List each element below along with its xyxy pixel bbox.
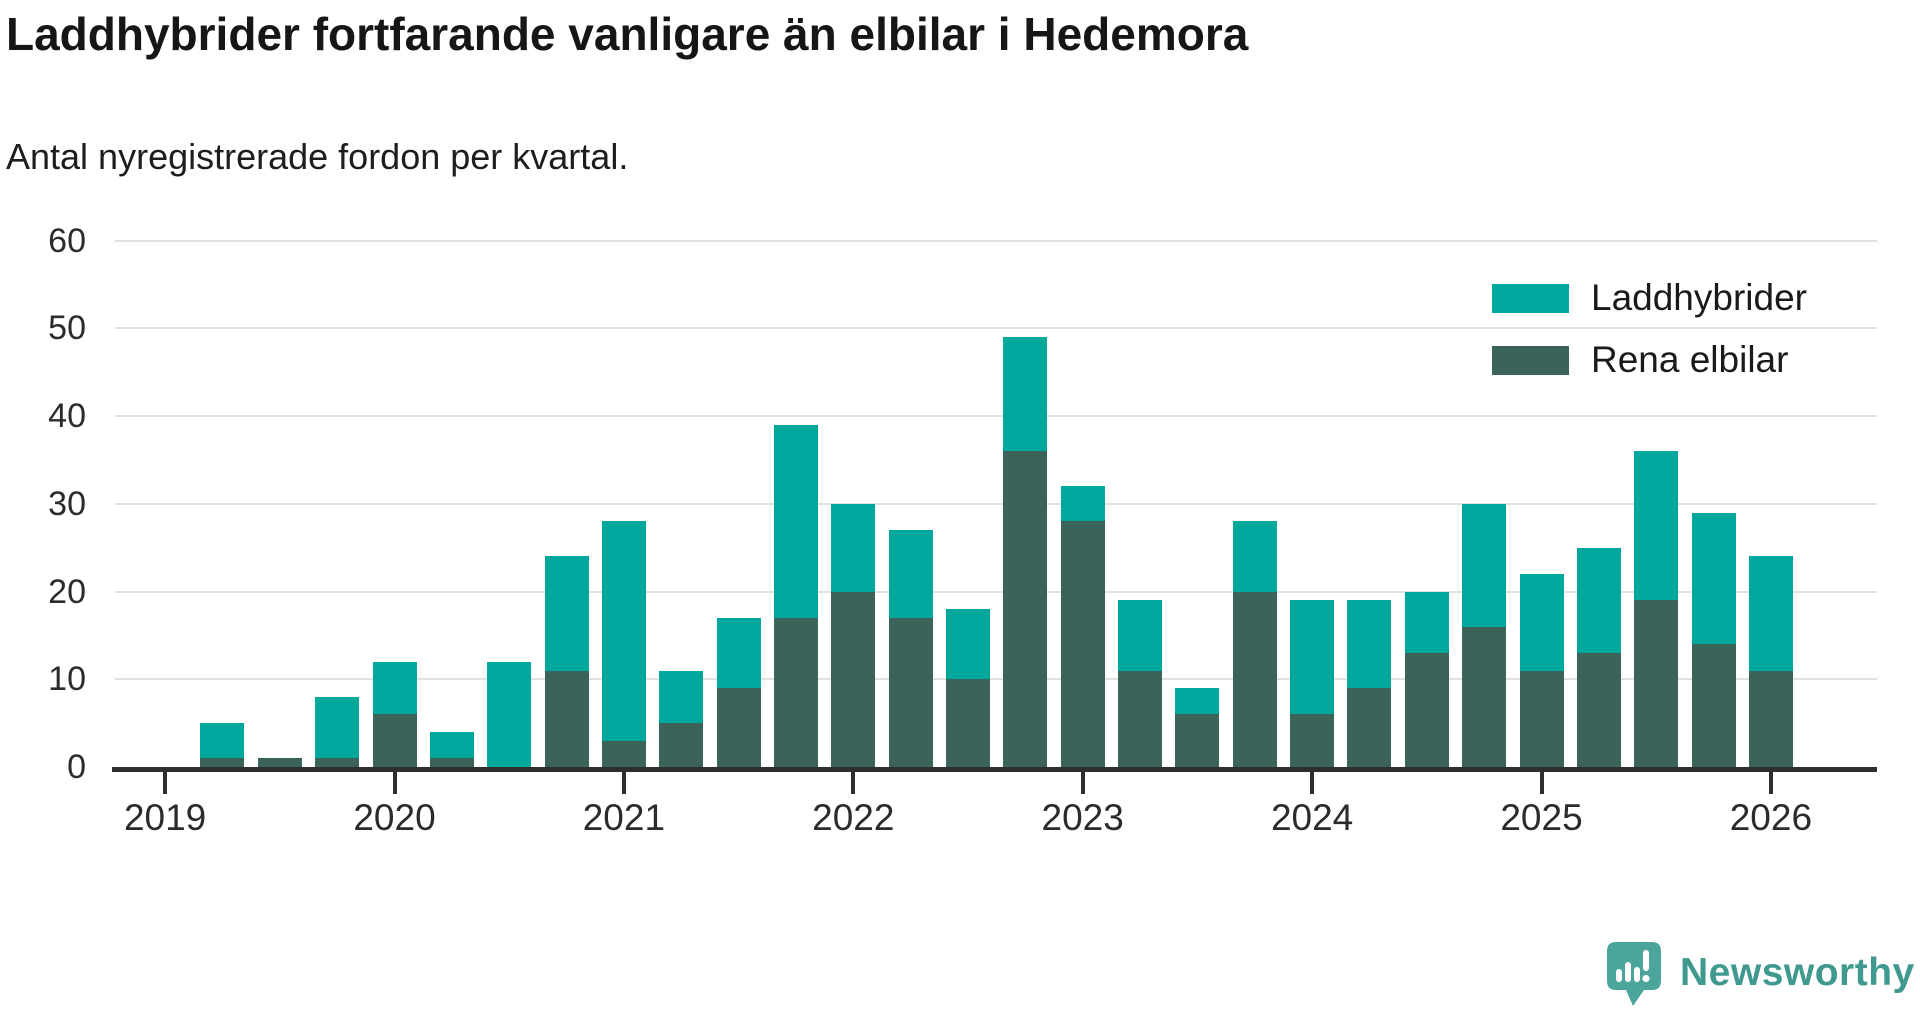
legend-label: Rena elbilar (1591, 339, 1789, 380)
bar-laddhybrider-2019-Q2 (200, 723, 245, 759)
y-axis-label-20: 20 (48, 572, 86, 611)
gridline-20 (115, 590, 1877, 593)
bar-laddhybrider-2025-Q2 (1576, 547, 1621, 653)
bar-rena-elbilar-2025-Q4 (1691, 644, 1736, 767)
x-axis-tick-2024 (1310, 772, 1315, 794)
bar-laddhybrider-2022-Q2 (888, 530, 933, 618)
bar-laddhybrider-2024-Q4 (1462, 503, 1507, 627)
bar-rena-elbilar-2024-Q4 (1462, 626, 1507, 767)
bar-laddhybrider-2023-Q4 (1232, 521, 1277, 592)
y-axis-label-30: 30 (48, 484, 86, 523)
bar-laddhybrider-2021-Q4 (773, 424, 818, 618)
bar-laddhybrider-2019-Q4 (315, 696, 360, 759)
bar-rena-elbilar-2023-Q2 (1118, 670, 1163, 767)
x-axis-tick-2020 (392, 772, 397, 794)
brand-name: Newsworthy (1680, 951, 1915, 994)
bar-laddhybrider-2024-Q2 (1347, 600, 1392, 689)
y-axis-label-0: 0 (67, 748, 86, 786)
bar-laddhybrider-2020-Q3 (487, 661, 532, 767)
bar-rena-elbilar-2021-Q2 (659, 723, 704, 767)
bar-laddhybrider-2021-Q1 (601, 521, 646, 741)
x-axis-tick-2023 (1080, 772, 1085, 794)
bar-rena-elbilar-2024-Q2 (1347, 688, 1392, 767)
bar-rena-elbilar-2023-Q4 (1232, 591, 1277, 767)
bar-laddhybrider-2020-Q1 (372, 661, 417, 715)
bar-laddhybrider-2025-Q4 (1691, 512, 1736, 645)
bar-rena-elbilar-2026-Q1 (1748, 670, 1793, 767)
bar-laddhybrider-2020-Q4 (544, 556, 589, 671)
legend-item-rena-elbilar: Rena elbilar (1492, 339, 1807, 381)
bar-rena-elbilar-2020-Q1 (372, 714, 417, 767)
newsworthy-brand: Newsworthy (1606, 941, 1915, 1009)
x-axis-tick-2026 (1768, 772, 1773, 794)
bar-rena-elbilar-2021-Q3 (716, 688, 761, 767)
bar-rena-elbilar-2021-Q4 (773, 617, 818, 767)
y-axis-label-50: 50 (48, 309, 86, 348)
legend-swatch-rena-elbilar (1492, 345, 1569, 375)
bar-rena-elbilar-2019-Q3 (257, 758, 302, 767)
gridline-10 (115, 678, 1877, 681)
bar-laddhybrider-2025-Q3 (1634, 451, 1679, 601)
bar-rena-elbilar-2024-Q1 (1290, 714, 1335, 767)
legend-item-laddhybrider: Laddhybrider (1492, 277, 1807, 319)
gridline-40 (115, 415, 1877, 418)
bar-rena-elbilar-2024-Q3 (1404, 652, 1449, 767)
x-axis-label-2025: 2025 (1500, 797, 1583, 838)
gridline-60 (115, 239, 1877, 242)
bar-laddhybrider-2026-Q1 (1748, 556, 1793, 671)
legend-label: Laddhybrider (1591, 277, 1807, 318)
x-axis-label-2024: 2024 (1270, 797, 1354, 838)
bar-laddhybrider-2022-Q1 (831, 503, 876, 592)
bar-rena-elbilar-2021-Q1 (601, 740, 646, 767)
bar-rena-elbilar-2022-Q3 (946, 679, 990, 767)
bar-rena-elbilar-2020-Q4 (544, 670, 589, 767)
bar-rena-elbilar-2019-Q4 (315, 758, 360, 767)
x-axis-label-2019: 2019 (123, 797, 207, 838)
x-axis-tick-2019 (163, 772, 168, 794)
bar-laddhybrider-2022-Q3 (946, 609, 990, 680)
bar-laddhybrider-2023-Q2 (1118, 600, 1163, 671)
newsworthy-logo-icon (1607, 942, 1661, 1006)
y-axis-label-10: 10 (48, 660, 86, 699)
bar-laddhybrider-2023-Q1 (1060, 486, 1105, 522)
gridline-50 (115, 327, 1877, 330)
bar-rena-elbilar-2023-Q1 (1060, 521, 1105, 767)
x-axis-tick-2021 (621, 772, 626, 794)
bar-laddhybrider-2020-Q2 (429, 731, 474, 759)
legend-swatch-laddhybrider (1492, 283, 1569, 313)
x-axis-label-2023: 2023 (1041, 797, 1124, 838)
bar-laddhybrider-2024-Q3 (1404, 591, 1449, 653)
bar-laddhybrider-2021-Q3 (716, 617, 761, 689)
y-axis-label-40: 40 (48, 397, 86, 436)
x-axis-label-2021: 2021 (582, 797, 666, 838)
x-axis-label-2026: 2026 (1729, 797, 1813, 838)
bar-laddhybrider-2022-Q4 (1003, 337, 1048, 452)
x-axis-tick-2025 (1539, 772, 1544, 794)
y-axis-label-60: 60 (48, 221, 86, 260)
x-axis-label-2020: 2020 (353, 797, 436, 838)
x-axis-line (112, 767, 1877, 772)
bar-laddhybrider-2021-Q2 (659, 670, 704, 724)
bar-rena-elbilar-2022-Q1 (831, 591, 876, 767)
bar-rena-elbilar-2022-Q4 (1003, 451, 1048, 767)
x-axis-tick-2022 (851, 772, 856, 794)
bar-rena-elbilar-2019-Q2 (200, 758, 245, 767)
bar-rena-elbilar-2025-Q1 (1519, 670, 1564, 767)
bar-rena-elbilar-2020-Q2 (429, 758, 474, 767)
x-axis-label-2022: 2022 (812, 797, 895, 838)
gridline-30 (115, 502, 1877, 505)
bar-laddhybrider-2025-Q1 (1519, 574, 1564, 671)
legend: Laddhybrider Rena elbilar (1492, 277, 1807, 401)
bar-rena-elbilar-2025-Q2 (1576, 652, 1621, 767)
bar-rena-elbilar-2022-Q2 (888, 617, 933, 767)
bar-laddhybrider-2023-Q3 (1175, 688, 1220, 715)
bar-rena-elbilar-2025-Q3 (1634, 600, 1679, 767)
bar-laddhybrider-2024-Q1 (1290, 600, 1335, 715)
chart-title: Laddhybrider fortfarande vanligare än el… (6, 8, 1249, 60)
chart-subtitle: Antal nyregistrerade fordon per kvartal. (6, 136, 629, 177)
bar-rena-elbilar-2023-Q3 (1175, 714, 1220, 767)
